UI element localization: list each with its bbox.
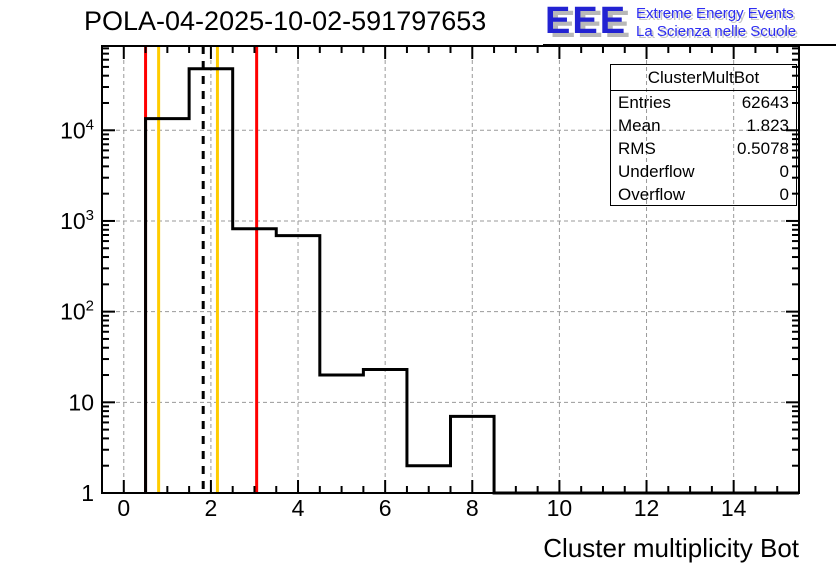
y-tick-label: 10 (68, 389, 94, 415)
plot-title: POLA-04-2025-10-02-591797653 (84, 6, 487, 36)
eee-logo-line1: Extreme Energy Events (636, 5, 794, 22)
eee-logo: EEE Extreme Energy Events La Scienza nel… (545, 2, 796, 41)
histogram-step (144, 67, 799, 495)
stats-row: RMS 0.5078 (611, 137, 796, 160)
stats-value: 0 (779, 162, 789, 181)
stats-label: Overflow (618, 185, 686, 204)
x-tick-label: 10 (547, 495, 573, 521)
stats-title: ClusterMultBot (611, 65, 796, 91)
stats-row: Mean 1.823 (611, 114, 796, 137)
stats-label: Underflow (618, 162, 695, 181)
x-tick-label: 6 (379, 495, 392, 521)
stats-value: 0.5078 (737, 139, 789, 158)
stats-value: 62643 (741, 93, 789, 112)
x-axis-title: Cluster multiplicity Bot (543, 533, 800, 563)
stats-value: 0 (779, 185, 789, 204)
stats-label: Mean (618, 116, 661, 135)
stats-rows: Entries 62643 Mean 1.823 RMS 0.5078 Underflow 0… (611, 91, 796, 206)
stats-row: Overflow 0 (611, 183, 796, 206)
x-tick-label: 8 (466, 495, 479, 521)
y-tick-label: 102 (60, 298, 94, 325)
y-tick-label: 1 (81, 480, 94, 506)
axis-frame (101, 45, 800, 494)
x-tick-label: 4 (292, 495, 305, 521)
eee-logo-text: Extreme Energy Events La Scienza nelle S… (636, 2, 796, 41)
stats-value: 1.823 (746, 116, 789, 135)
y-tick-label: 104 (60, 116, 94, 143)
stats-box: ClusterMultBot Entries 62643 Mean 1.823 RMS 0… (610, 64, 797, 206)
eee-logo-line2: La Scienza nelle Scuole (636, 23, 797, 40)
stats-row: Underflow 0 (611, 160, 796, 183)
eee-logo-acronym: EEE (545, 0, 628, 42)
stats-label: Entries (618, 93, 671, 112)
x-tick-label: 14 (721, 495, 747, 521)
x-tick-label: 0 (117, 495, 130, 521)
x-tick-label: 2 (205, 495, 218, 521)
x-tick-label: 12 (634, 495, 660, 521)
stats-label: RMS (618, 139, 656, 158)
y-tick-label: 103 (60, 207, 94, 234)
stats-row: Entries 62643 (611, 91, 796, 114)
